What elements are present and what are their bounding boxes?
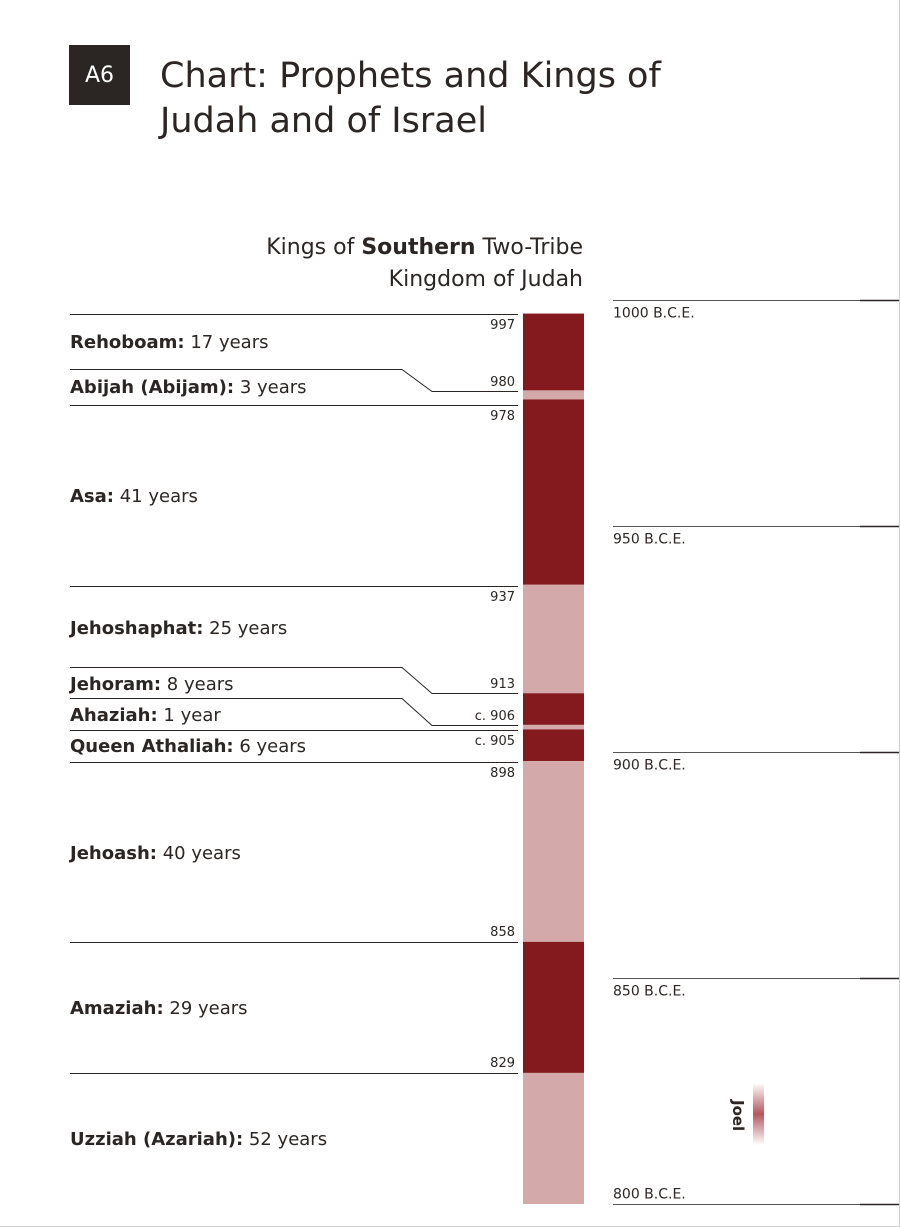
start-year-label: c. 905 — [475, 734, 515, 749]
axis-tick-label: 1000 B.C.E. — [613, 306, 695, 322]
king-reign: 29 years — [164, 998, 248, 1019]
heading-text: Kings of — [266, 235, 362, 260]
prophet-joel: Joel — [729, 1083, 764, 1145]
king-label: Ahaziah: 1 year — [70, 705, 221, 726]
start-year-label: 829 — [490, 1056, 515, 1071]
divider-abijah — [70, 369, 518, 392]
axis-tick-label: 900 B.C.E. — [613, 758, 686, 774]
king-name: Abijah (Abijam): — [70, 377, 234, 398]
reign-bar — [523, 584, 584, 694]
divider-ahaziah — [70, 698, 518, 726]
king-name: Jehoram: — [68, 674, 161, 695]
king-label: Jehoshaphat: 25 years — [68, 618, 287, 639]
title-line-2: Judah and of Israel — [160, 101, 487, 141]
heading-bold: Southern — [361, 235, 476, 260]
king-name: Ahaziah: — [70, 705, 158, 726]
king-label: Rehoboam: 17 years — [70, 332, 269, 353]
reign-bar — [523, 724, 584, 730]
page-title: Chart: Prophets and Kings of Judah and of… — [160, 54, 760, 144]
king-name: Amaziah: — [70, 998, 164, 1019]
king-reign: 52 years — [243, 1129, 327, 1150]
king-reign: 17 years — [185, 332, 269, 353]
start-year-label: c. 906 — [475, 709, 515, 724]
king-reign: 1 year — [158, 705, 222, 726]
start-year-label: 913 — [490, 677, 515, 692]
axis-tick-label: 950 B.C.E. — [613, 532, 686, 548]
start-year-label: 980 — [490, 375, 515, 390]
heading-line-2: Kingdom of Judah — [388, 267, 583, 292]
king-name: Asa: — [70, 486, 114, 507]
king-label: Queen Athaliah: 6 years — [70, 736, 306, 757]
reign-bar — [523, 729, 584, 762]
axis-tick-label: 800 B.C.E. — [613, 1187, 686, 1203]
start-year-label: 937 — [490, 590, 515, 605]
section-badge: A6 — [69, 45, 130, 105]
king-name: Queen Athaliah: — [70, 736, 234, 757]
king-reign: 40 years — [157, 843, 241, 864]
reign-bar — [523, 399, 584, 585]
start-year-label: 997 — [490, 318, 515, 333]
column-heading: Kings of Southern Two-Tribe Kingdom of Ju… — [266, 232, 583, 296]
king-label: Asa: 41 years — [70, 486, 198, 507]
king-name: Jehoshaphat: — [68, 618, 203, 639]
reign-bar — [523, 693, 584, 725]
king-label: Amaziah: 29 years — [70, 998, 248, 1019]
king-label: Uzziah (Azariah): 52 years — [70, 1129, 327, 1150]
king-label: Jehoram: 8 years — [68, 674, 234, 695]
king-reign: 41 years — [114, 486, 198, 507]
king-name: Rehoboam: — [70, 332, 185, 353]
reign-bar — [523, 941, 584, 1073]
king-reign: 3 years — [234, 377, 306, 398]
king-label: Abijah (Abijam): 3 years — [70, 377, 307, 398]
joel-bar — [753, 1083, 764, 1145]
start-year-label: 898 — [490, 766, 515, 781]
heading-text: Two-Tribe — [475, 235, 583, 260]
reign-bar — [523, 761, 584, 942]
reign-bar — [523, 1072, 584, 1204]
king-label: Jehoash: 40 years — [68, 843, 241, 864]
king-name: Jehoash: — [68, 843, 157, 864]
reign-bar — [523, 390, 584, 400]
king-reign: 8 years — [161, 674, 233, 695]
start-year-label: 978 — [490, 409, 515, 424]
reign-bar — [523, 313, 584, 391]
joel-label: Joel — [729, 1099, 747, 1131]
start-year-label: 858 — [490, 925, 515, 940]
divider-jehoram — [70, 667, 518, 694]
king-reign: 25 years — [203, 618, 287, 639]
king-name: Uzziah (Azariah): — [70, 1129, 243, 1150]
title-line-1: Chart: Prophets and Kings of — [160, 56, 661, 96]
axis-tick-label: 850 B.C.E. — [613, 984, 686, 1000]
king-reign: 6 years — [234, 736, 306, 757]
